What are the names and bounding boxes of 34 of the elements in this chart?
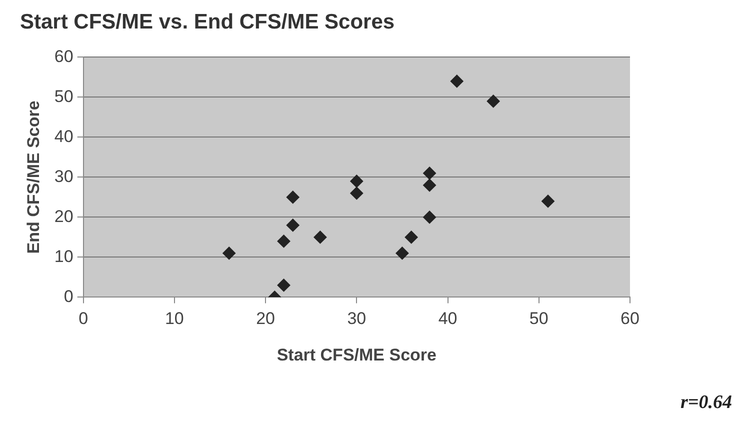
point [277,278,290,292]
y-tick-label: 60 [54,46,74,66]
y-tick-label: 30 [54,166,74,186]
point [404,230,418,244]
point [541,194,554,208]
y-tick-label: 40 [54,126,74,146]
point [350,174,364,188]
y-tick-label: 0 [64,286,74,306]
chart-title: Start CFS/ME vs. End CFS/ME Scores [20,10,395,34]
point [486,94,500,108]
y-tick-label: 50 [54,86,74,106]
x-tick-label: 30 [347,309,366,328]
text: r=0.64 [680,392,732,414]
point [396,246,409,260]
x-axis-title: Start CFS/ME Score [276,345,436,364]
x-tick-label: 10 [164,309,184,328]
x-tick-label: 20 [256,309,275,328]
point [423,210,436,224]
x-tick-label: 0 [78,309,88,328]
point [286,190,300,204]
point [423,166,436,180]
x-tick-label: 60 [620,309,640,328]
point [222,246,236,260]
x-tick-label: 40 [438,309,458,328]
point [450,74,464,88]
point [277,234,290,248]
y-tick-label: 10 [54,246,74,266]
point [286,218,300,232]
point [350,186,364,200]
y-axis-title: End CFS/ME Score [24,100,43,254]
x-tick-label: 50 [529,309,548,328]
point [423,178,436,192]
point [314,230,327,244]
y-tick-label: 20 [54,206,74,226]
